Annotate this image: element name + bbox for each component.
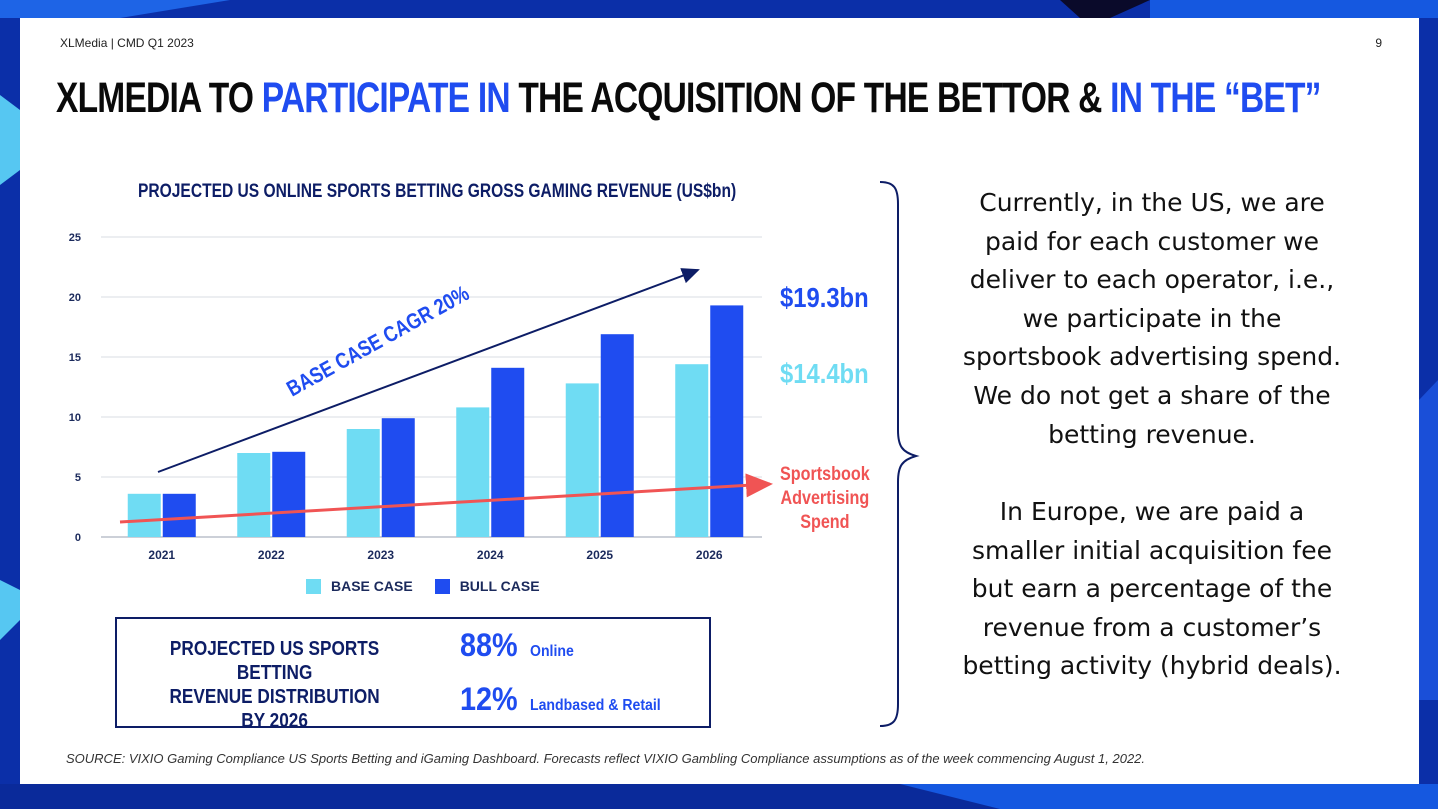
x-tick-label: 2022 <box>258 548 285 562</box>
body-line: smaller initial acquisition fee <box>972 535 1332 565</box>
chart-title: PROJECTED US ONLINE SPORTS BETTING GROSS… <box>138 181 737 202</box>
legend-item-base: BASE CASE <box>306 578 413 594</box>
distribution-pct: 12% <box>460 681 518 717</box>
body-line: deliver to each operator, i.e., <box>969 265 1335 295</box>
bar-bull <box>272 451 306 537</box>
distribution-pct: 88% <box>460 627 518 663</box>
bar-bull <box>491 367 525 537</box>
headline-part: XLMEDIA TO <box>56 74 262 122</box>
distribution-title: PROJECTED US SPORTS BETTING REVENUE DIST… <box>137 637 412 733</box>
slide-headline: XLMEDIA TO PARTICIPATE IN THE ACQUISITIO… <box>56 74 1321 123</box>
bar-base <box>675 364 709 537</box>
legend-swatch-base <box>306 578 321 594</box>
distribution-title-line: PROJECTED US SPORTS BETTING <box>169 638 380 684</box>
x-tick-label: 2021 <box>148 548 175 562</box>
body-line: We do not get a share of the <box>973 380 1331 410</box>
bar-base <box>127 493 161 537</box>
body-line: but earn a percentage of the <box>971 574 1333 604</box>
base-case-callout: $14.4bn <box>780 358 869 389</box>
cagr-trend-arrow <box>157 268 700 473</box>
distribution-label: Online <box>530 643 574 660</box>
bull-case-callout: $19.3bn <box>780 282 869 313</box>
bar-base <box>346 429 380 537</box>
body-line: revenue from a customer’s <box>982 612 1322 642</box>
bar-base <box>565 383 599 537</box>
source-footnote: SOURCE: VIXIO Gaming Compliance US Sport… <box>66 751 1146 766</box>
y-tick-label: 10 <box>69 412 81 424</box>
page-number: 9 <box>1375 36 1382 50</box>
bar-bull <box>600 334 634 537</box>
bar-bull <box>710 305 744 537</box>
legend-label-base: BASE CASE <box>331 578 413 594</box>
sportsbook-label-line: Sportsbook <box>780 464 870 485</box>
body-paragraph-europe: In Europe, we are paid a smaller initial… <box>942 493 1362 686</box>
headline-part-highlight: IN THE “BET” <box>1110 74 1321 122</box>
body-line: paid for each customer we <box>984 226 1319 256</box>
sportsbook-spend-label: Sportsbook Advertising Spend <box>780 463 870 535</box>
body-line: sportsbook advertising spend. <box>962 342 1342 372</box>
chart-legend: BASE CASE BULL CASE <box>306 578 562 594</box>
body-line: betting activity (hybrid deals). <box>962 651 1342 681</box>
bar-base <box>456 407 490 537</box>
curly-brace <box>879 181 920 727</box>
headline-part: THE ACQUISITION OF THE BETTOR & <box>509 74 1111 122</box>
headline-part-highlight: PARTICIPATE IN <box>261 74 511 122</box>
distribution-label: Landbased & Retail <box>530 697 661 714</box>
y-tick-label: 15 <box>69 352 81 364</box>
distribution-row-retail: 12% Landbased & Retail <box>460 681 679 718</box>
body-line: In Europe, we are paid a <box>999 497 1305 526</box>
distribution-title-line: BY 2026 <box>241 710 308 732</box>
distribution-box: PROJECTED US SPORTS BETTING REVENUE DIST… <box>115 617 711 732</box>
bar-bull <box>162 493 196 537</box>
y-tick-label: 20 <box>69 292 81 304</box>
bar-base <box>237 453 271 537</box>
x-tick-label: 2023 <box>367 548 394 562</box>
cagr-label: BASE CASE CAGR 20% <box>283 282 474 402</box>
y-tick-label: 25 <box>69 232 81 244</box>
body-paragraph-us: Currently, in the US, we are paid for ea… <box>942 184 1362 454</box>
body-line: betting revenue. <box>1048 419 1256 449</box>
sportsbook-label-line: Spend <box>800 512 850 533</box>
y-tick-label: 5 <box>75 472 81 484</box>
x-tick-label: 2025 <box>586 548 613 562</box>
y-tick-label: 0 <box>75 532 81 544</box>
body-line: we participate in the <box>1022 303 1282 333</box>
x-tick-label: 2026 <box>696 548 723 562</box>
document-label: XLMedia | CMD Q1 2023 <box>60 36 194 50</box>
legend-item-bull: BULL CASE <box>434 578 540 594</box>
legend-label-bull: BULL CASE <box>459 578 540 594</box>
sportsbook-spend-arrow <box>119 473 773 524</box>
legend-swatch-bull <box>434 578 450 594</box>
sportsbook-label-line: Advertising <box>780 488 870 509</box>
x-tick-label: 2024 <box>477 548 504 562</box>
distribution-title-line: REVENUE DISTRIBUTION <box>169 686 380 708</box>
bar-bull <box>381 418 415 537</box>
distribution-row-online: 88% Online <box>460 627 580 664</box>
body-line: Currently, in the US, we are <box>979 188 1325 217</box>
